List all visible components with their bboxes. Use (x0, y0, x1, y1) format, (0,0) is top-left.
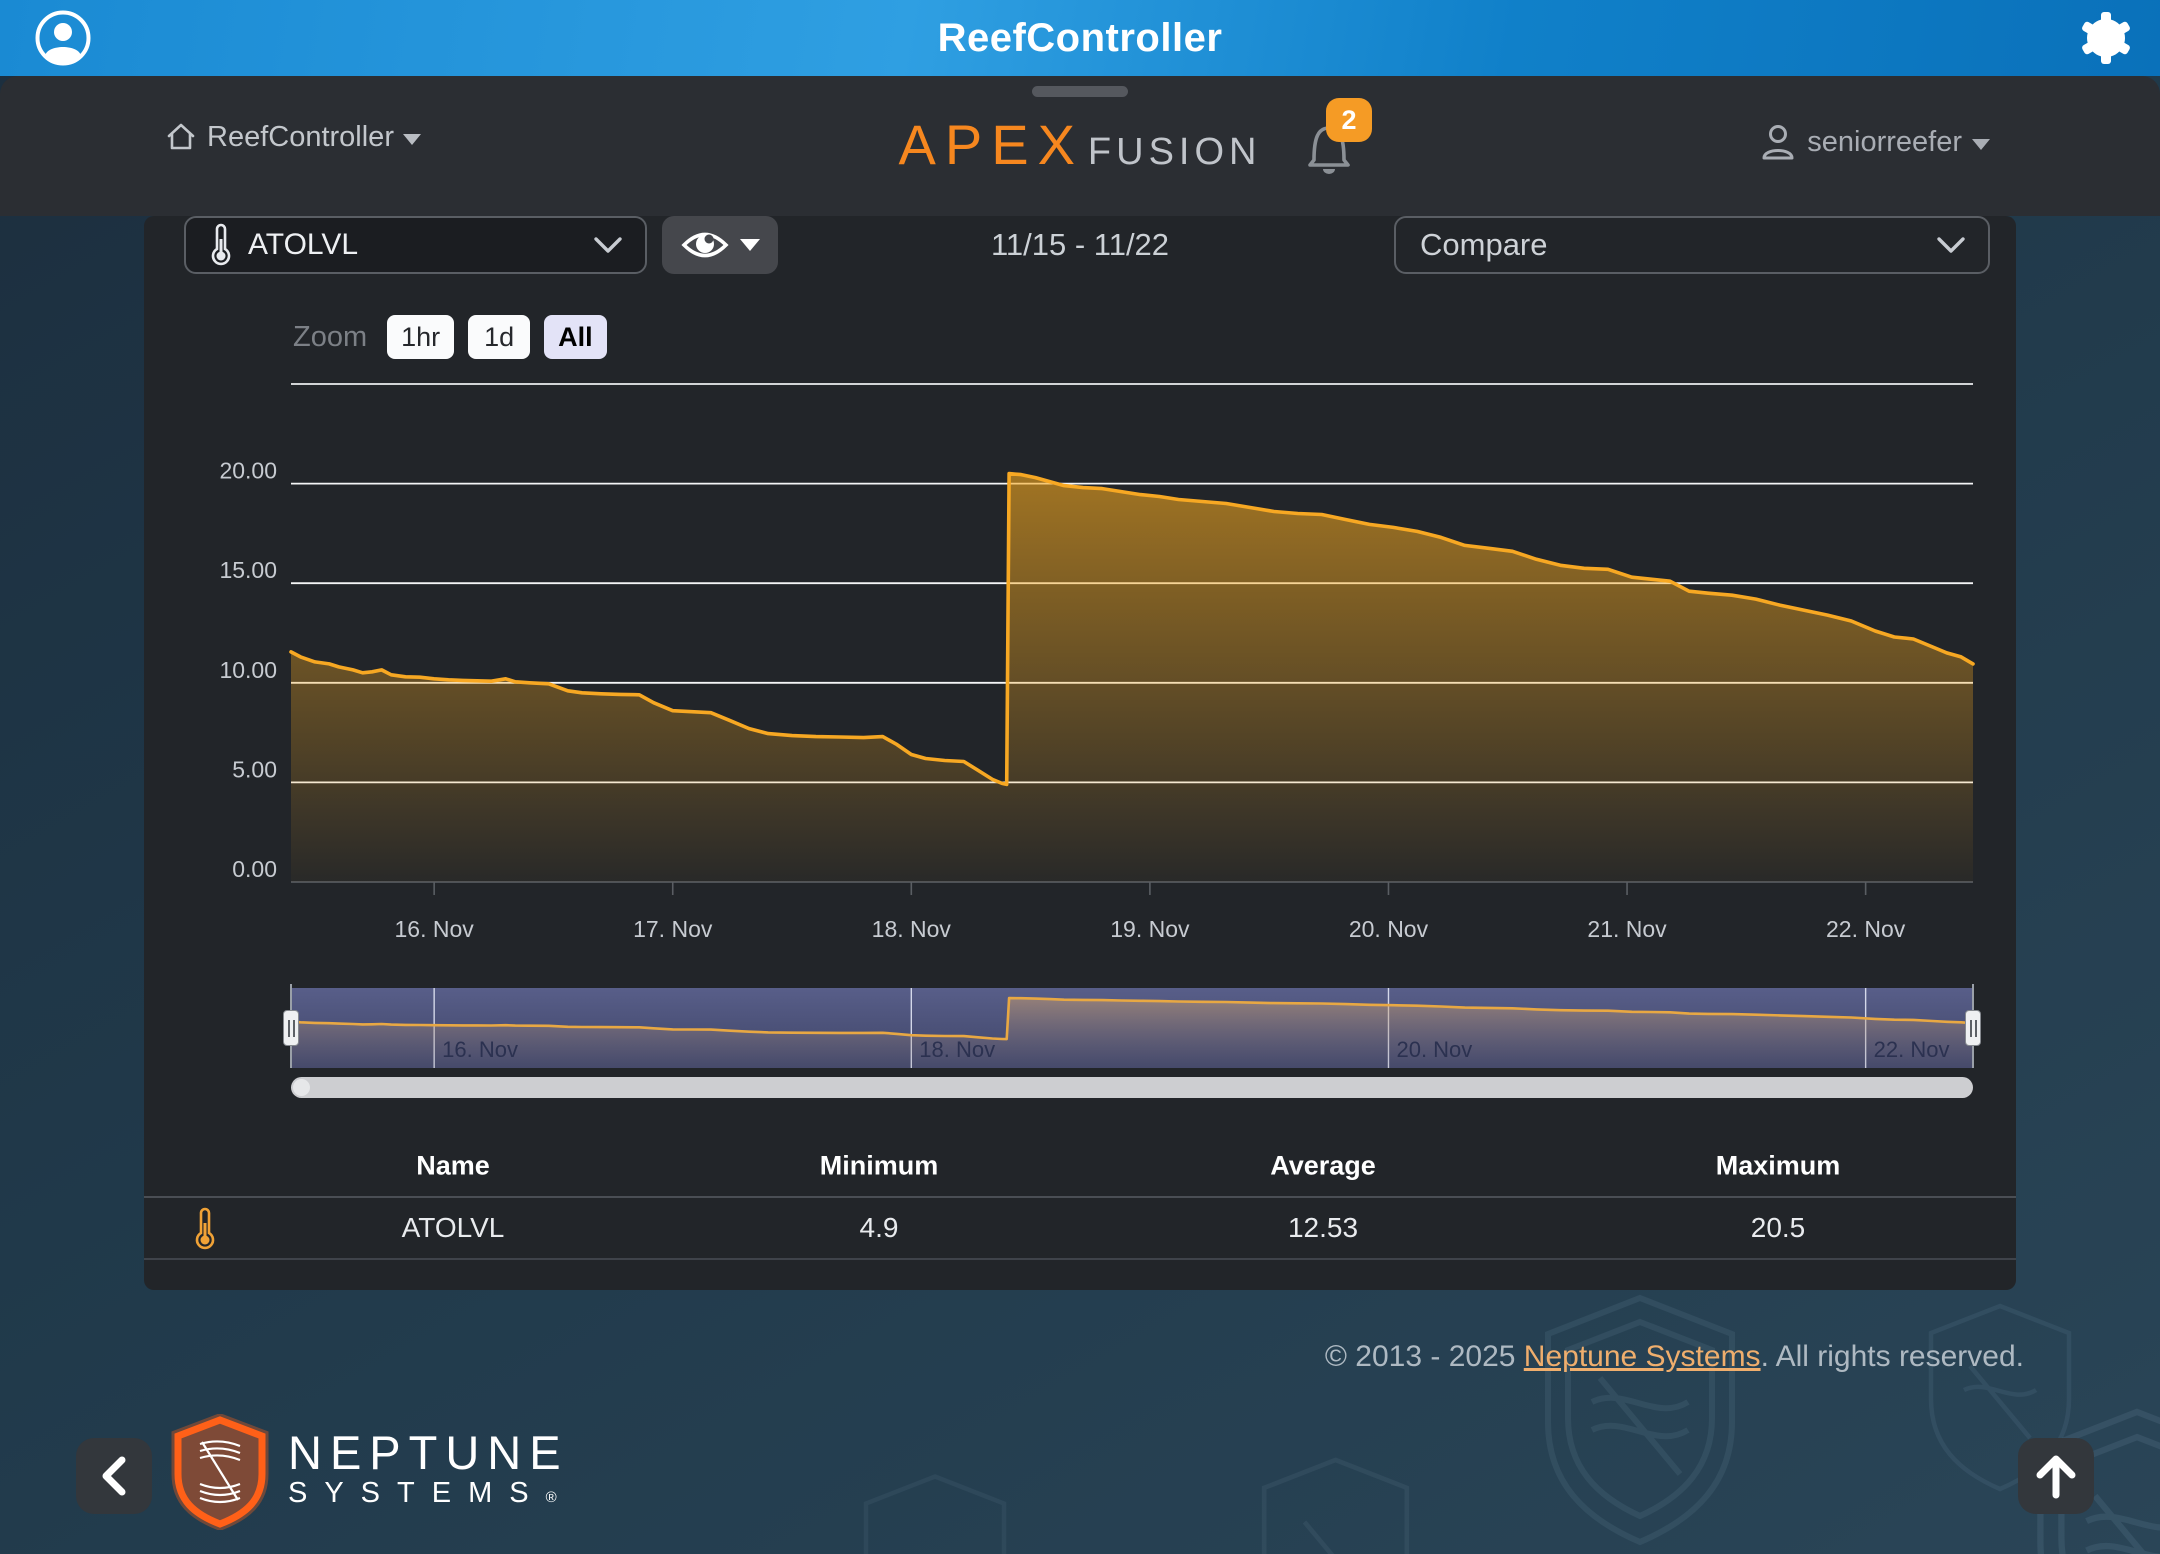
controller-breadcrumb[interactable]: ReefController (164, 120, 421, 154)
compare-dropdown-label: Compare (1420, 227, 1548, 262)
y-axis-label: 5.00 (232, 756, 277, 782)
probe-selector-dropdown[interactable]: ATOLVL (184, 216, 647, 274)
neptune-systems-brand: NEPTUNE SYSTEMS® (170, 1414, 569, 1530)
navigator-date-label: 20. Nov (1396, 1037, 1472, 1062)
chevron-down-icon (1972, 138, 1990, 150)
breadcrumb-label: ReefController (207, 120, 394, 153)
x-axis-label: 21. Nov (1587, 916, 1667, 942)
notifications-button[interactable]: 2 (1300, 98, 1372, 180)
thermometer-icon (211, 223, 231, 266)
date-range-display[interactable]: 11/15 - 11/22 (990, 227, 1170, 262)
x-axis-label: 19. Nov (1110, 916, 1190, 942)
chevron-down-icon (402, 133, 421, 145)
brand-systems-text: SYSTEMS® (288, 1476, 557, 1509)
top-bar: ReefController (0, 0, 2160, 76)
navigator-line (290, 996, 1974, 1041)
atolvl-area-chart[interactable]: 0.00 5.00 10.00 15.00 20.00 16. Nov 17. Nov 18.… (144, 216, 2016, 1290)
copyright-suffix: . All rights reserved. (1760, 1340, 2024, 1373)
arrow-up-icon (2036, 1455, 2076, 1499)
sheet-panel: ReefController APEX FUSION 2 seniorreefe… (0, 76, 2160, 216)
visibility-dropdown-button[interactable] (662, 216, 778, 274)
thermometer-icon (195, 1207, 215, 1250)
series-line (289, 471, 1975, 787)
chevron-down-icon (1937, 237, 1965, 253)
chevron-down-icon (740, 239, 760, 251)
navigator-date-label: 18. Nov (919, 1037, 995, 1062)
navigator-date-label: 16. Nov (442, 1037, 518, 1062)
compare-dropdown[interactable]: Compare (1394, 216, 1990, 274)
row-average-value: 12.53 (1287, 1212, 1359, 1243)
neptune-shield-logo (171, 1414, 269, 1530)
series-area-fill (291, 473, 1973, 882)
y-axis-label: 20.00 (219, 458, 277, 484)
probe-selector-value: ATOLVL (248, 228, 359, 261)
row-minimum-value: 4.9 (859, 1212, 899, 1243)
apex-fusion-logo: APEX FUSION (899, 112, 1262, 177)
eye-icon (681, 232, 729, 258)
back-button[interactable] (76, 1438, 152, 1514)
brand-neptune-text: NEPTUNE (288, 1425, 569, 1479)
neptune-systems-link[interactable]: Neptune Systems (1523, 1340, 1761, 1373)
y-axis-label: 15.00 (219, 557, 277, 583)
logo-apex-text: APEX (898, 113, 1084, 176)
username-label: seniorreefer (1807, 125, 1962, 158)
navigator-area-fill (291, 998, 1973, 1068)
account-button[interactable] (34, 9, 92, 67)
navigator-right-handle[interactable] (1965, 1010, 1981, 1046)
chart-card: ATOLVL 11/15 - 11/22 Compare Zoom 1hr 1d (144, 216, 2016, 1290)
x-axis-label: 22. Nov (1826, 916, 1906, 942)
scroll-to-top-button[interactable] (2018, 1438, 2094, 1514)
watermark-shield (1545, 1294, 1735, 1546)
sheet-drag-handle[interactable] (1032, 86, 1128, 97)
y-axis-label: 0.00 (232, 856, 277, 882)
settings-button[interactable] (2078, 10, 2134, 66)
copyright-prefix: © 2013 - 2025 (1324, 1340, 1524, 1373)
stats-table-header: Name Minimum Average Maximum (144, 1136, 2016, 1196)
row-name-value: ATOLVL (401, 1212, 505, 1243)
x-axis-label: 16. Nov (395, 916, 475, 942)
watermark-shield (863, 1474, 1007, 1554)
table-row[interactable]: ATOLVL 4.9 12.53 20.5 (144, 1196, 2016, 1260)
gear-icon (2082, 12, 2130, 64)
x-axis-label: 17. Nov (633, 916, 713, 942)
column-header-name: Name (416, 1150, 490, 1181)
chevron-down-icon (594, 237, 622, 253)
navigator-left-handle[interactable] (283, 1010, 299, 1046)
chevron-left-icon (102, 1456, 126, 1496)
y-axis-label: 10.00 (219, 657, 277, 683)
avatar-icon (35, 10, 91, 66)
navigator-scrollbar[interactable] (291, 1077, 1973, 1098)
zoom-1d-button[interactable]: 1d (468, 315, 531, 359)
home-icon (167, 123, 195, 150)
person-icon (1762, 125, 1794, 160)
notification-badge: 2 (1326, 98, 1372, 142)
watermark-shield (1261, 1457, 1410, 1554)
page-title: ReefController (937, 15, 1223, 60)
zoom-all-button[interactable]: All (544, 315, 607, 359)
zoom-1hr-button[interactable]: 1hr (387, 315, 455, 359)
registered-mark: ® (545, 1488, 557, 1506)
column-header-minimum: Minimum (819, 1150, 939, 1181)
navigator-date-label: 22. Nov (1874, 1037, 1950, 1062)
zoom-bar: Zoom 1hr 1d All (293, 315, 607, 359)
column-header-maximum: Maximum (1715, 1150, 1841, 1181)
row-maximum-value: 20.5 (1750, 1212, 1806, 1243)
column-header-average: Average (1270, 1150, 1376, 1181)
copyright-text: © 2013 - 2025 Neptune Systems. All right… (1325, 1340, 2024, 1374)
x-axis-label: 18. Nov (872, 916, 952, 942)
brand-text: NEPTUNE SYSTEMS® (288, 1425, 569, 1515)
zoom-bar-label: Zoom (293, 320, 368, 353)
x-axis-label: 20. Nov (1349, 916, 1429, 942)
user-menu[interactable]: seniorreefer (1759, 122, 1990, 162)
logo-fusion-text: FUSION (1087, 131, 1262, 173)
